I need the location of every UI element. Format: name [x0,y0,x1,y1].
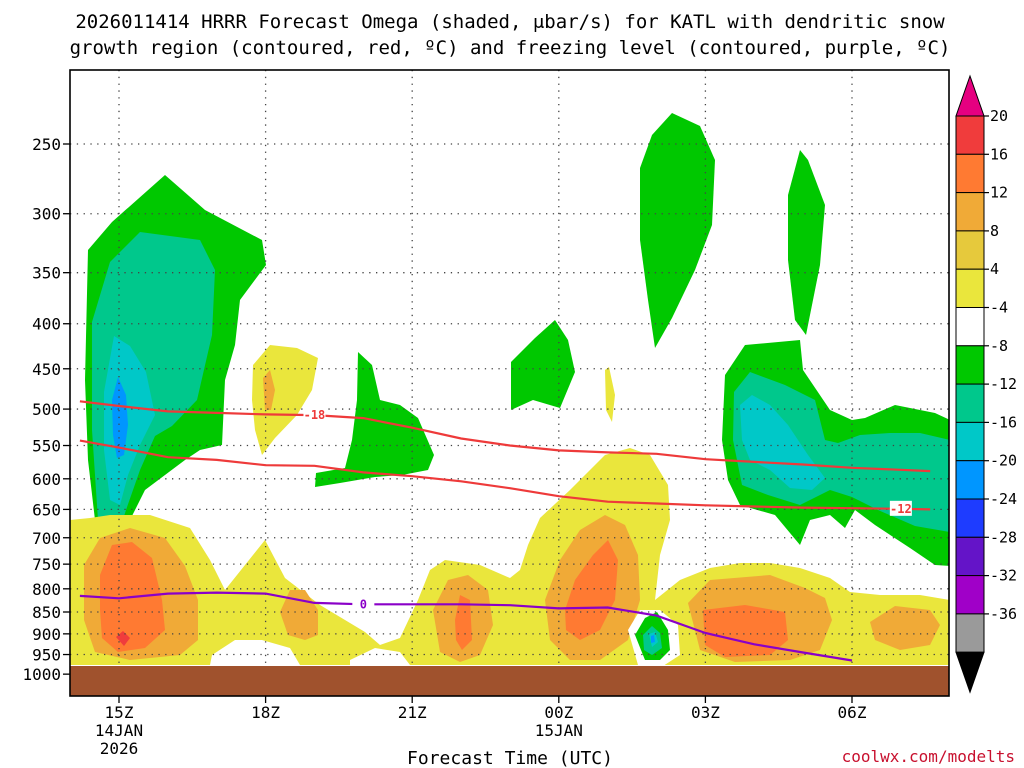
plot-frame [69,69,950,697]
contour-label-bg-0 [303,407,326,423]
y-tick-label-950: 950 [32,646,61,665]
y-tick-label-550: 550 [32,437,61,456]
y-tick-label-600: 600 [32,470,61,489]
y-tick-label-650: 650 [32,500,61,519]
colorbar: 20 16 12 8 4 -4 -8 -12 -16 -20 -24 -28 -32 -36 [955,74,1017,694]
x-tick-label-15Z: 15Z [105,703,134,722]
y-tick-label-400: 400 [32,315,61,334]
y-tick-label-900: 900 [32,625,61,644]
x-tick-label-18Z: 18Z [251,703,280,722]
x-tick-label-06Z: 06Z [838,703,867,722]
colorbar-label-2: 12 [990,184,1008,202]
colorbar-bin-13 [955,613,985,653]
y-tick-label-450: 450 [32,360,61,379]
omega-area-orange-low-04z [703,605,788,657]
colorbar-bin-7 [955,383,985,423]
colorbar-label-1: 16 [990,145,1008,163]
omega-area-orange-low-22z [455,595,472,650]
colorbar-bin-8 [955,421,985,462]
colorbar-bin-1 [955,153,985,194]
colorbar-under-triangle [955,651,985,694]
contour-line-1 [79,439,931,511]
y-tick-label-750: 750 [32,555,61,574]
omega-area-green-00z [511,320,575,410]
omega-area-blue-left [112,377,128,458]
colorbar-bin-4 [955,268,985,309]
colorbar-bin-5 [955,307,985,347]
chart-title-line2: growth region (contoured, red, ºC) and f… [70,37,951,59]
colorbar-label-6: -8 [990,337,1008,355]
contour-label-1: -12 [890,502,912,516]
x-tick-year-15Z: 2026 [100,739,139,758]
omega-area-tan-low-07z [870,606,940,650]
colorbar-label-5: -4 [990,299,1008,317]
omega-area-blue-02z-blob [651,635,655,643]
omega-area-teal-right [733,372,949,532]
omega-area-yellow-sliver [605,367,615,422]
y-tick-label-800: 800 [32,580,61,599]
omega-area-cyan-right [740,395,825,490]
colorbar-label-8: -16 [990,413,1017,431]
y-tick-label-300: 300 [32,205,61,224]
y-tick-label-350: 350 [32,264,61,283]
y-tick-label-850: 850 [32,603,61,622]
contour-line-0 [79,400,931,473]
colorbar-bin-0 [955,115,985,155]
credit-text: coolwx.com/modelts [842,747,1015,766]
colorbar-over-triangle [955,74,985,117]
omega-area-white-gap-low-2 [350,648,410,665]
colorbar-bin-2 [955,192,985,232]
omega-area-green-upper-05z [788,150,825,335]
contour-label-0: -18 [304,408,326,422]
x-tick-label-21Z: 21Z [398,703,427,722]
colorbar-bin-3 [955,230,985,270]
colorbar-label-3: 8 [990,222,999,240]
x-tick-date-00Z: 15JAN [535,721,583,740]
temperature-contours: -18 -12 0 [79,400,931,662]
colorbar-label-12: -32 [990,567,1017,585]
omega-area-orange-low-00z [565,540,618,640]
colorbar-label-11: -28 [990,528,1017,546]
y-tick-label-500: 500 [32,400,61,419]
ground-layer [70,666,949,696]
colorbar-bin-9 [955,460,985,500]
colorbar-bin-10 [955,498,985,538]
colorbar-bin-11 [955,536,985,577]
y-tick-label-1000: 1000 [22,665,61,684]
omega-area-orange-upper-18z [263,370,275,410]
y-axis: 250 300 350 400 450 500 550 600 650 700 750 800 850 9… [22,135,70,684]
colorbar-label-0: 20 [990,107,1008,125]
contour-label-bg-1 [889,500,912,516]
omega-area-green-upper-01z [640,113,715,348]
colorbar-bin-6 [955,345,985,385]
grid-lines [70,70,949,696]
colorbar-label-10: -24 [990,490,1017,508]
contour-line-2 [79,591,853,662]
x-tick-date-15Z: 14JAN [95,721,143,740]
x-tick-label-00Z: 00Z [544,703,573,722]
y-tick-label-700: 700 [32,529,61,548]
contour-label-2: 0 [360,597,367,611]
y-tick-label-250: 250 [32,135,61,154]
chart-title-line1: 2026011414 HRRR Forecast Omega (shaded, … [75,11,945,33]
omega-shaded-field [70,113,949,668]
omega-area-cyan-left [104,336,155,505]
omega-area-yellow-upper-18z [252,345,318,455]
x-tick-label-03Z: 03Z [691,703,720,722]
colorbar-label-9: -20 [990,452,1017,470]
colorbar-label-7: -12 [990,375,1017,393]
contour-label-bg-2 [352,596,375,612]
colorbar-label-4: 4 [990,260,999,278]
colorbar-label-13: -36 [990,605,1017,623]
omega-area-white-gap-low-1 [210,640,300,665]
colorbar-bin-12 [955,575,985,615]
x-axis-label: Forecast Time (UTC) [407,748,613,768]
